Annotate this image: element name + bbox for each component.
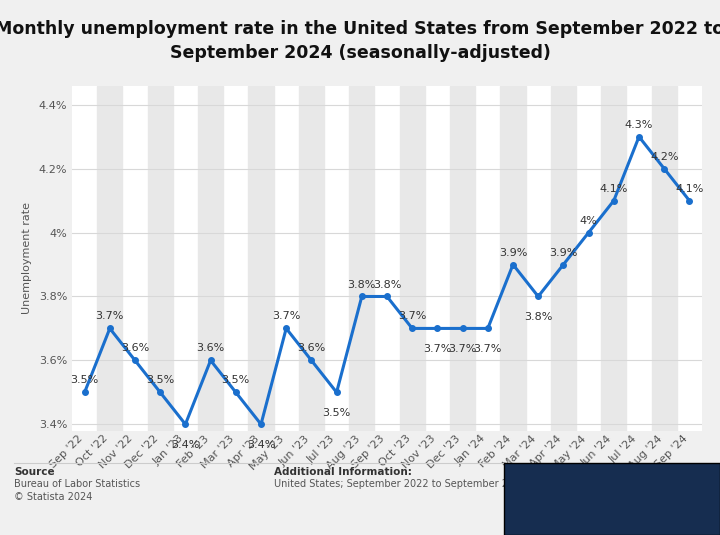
- Text: 3.4%: 3.4%: [247, 440, 275, 449]
- Text: 3.9%: 3.9%: [549, 248, 577, 257]
- Text: Monthly unemployment rate in the United States from September 2022 to
September : Monthly unemployment rate in the United …: [0, 20, 720, 62]
- Text: 3.8%: 3.8%: [348, 279, 376, 289]
- Text: Additional Information:: Additional Information:: [274, 467, 411, 477]
- Bar: [349, 86, 374, 431]
- Text: 3.7%: 3.7%: [474, 343, 502, 354]
- Bar: [500, 86, 526, 431]
- Text: 3.5%: 3.5%: [323, 408, 351, 418]
- Bar: [551, 86, 576, 431]
- Text: 3.5%: 3.5%: [71, 376, 99, 385]
- Text: 3.7%: 3.7%: [449, 343, 477, 354]
- Bar: [652, 86, 677, 431]
- Bar: [148, 86, 173, 431]
- Text: 4.3%: 4.3%: [625, 120, 653, 130]
- Text: 3.5%: 3.5%: [146, 376, 174, 385]
- Text: 3.7%: 3.7%: [272, 311, 300, 322]
- Text: 3.5%: 3.5%: [222, 376, 250, 385]
- Y-axis label: Unemployment rate: Unemployment rate: [22, 202, 32, 314]
- Bar: [248, 86, 274, 431]
- Text: 3.9%: 3.9%: [499, 248, 527, 257]
- Text: 3.8%: 3.8%: [373, 279, 401, 289]
- Text: 3.7%: 3.7%: [96, 311, 124, 322]
- Text: 3.7%: 3.7%: [398, 311, 426, 322]
- Text: 3.4%: 3.4%: [171, 440, 199, 449]
- Text: 4%: 4%: [580, 216, 598, 226]
- Text: Source: Source: [14, 467, 55, 477]
- Bar: [299, 86, 324, 431]
- Bar: [400, 86, 425, 431]
- Text: 3.6%: 3.6%: [297, 343, 325, 354]
- Bar: [198, 86, 223, 431]
- Text: 4.1%: 4.1%: [675, 184, 703, 194]
- Text: Bureau of Labor Statistics
© Statista 2024: Bureau of Labor Statistics © Statista 20…: [14, 479, 140, 502]
- Text: 3.7%: 3.7%: [423, 343, 451, 354]
- Bar: [450, 86, 475, 431]
- Text: 3.8%: 3.8%: [524, 312, 552, 322]
- Text: United States; September 2022 to September 2024; 16 years and older: United States; September 2022 to Septemb…: [274, 479, 624, 489]
- Text: statista: statista: [652, 491, 709, 504]
- Bar: [97, 86, 122, 431]
- Text: 3.6%: 3.6%: [197, 343, 225, 354]
- Text: 4.1%: 4.1%: [600, 184, 628, 194]
- Text: 4.2%: 4.2%: [650, 152, 678, 162]
- Text: 3.6%: 3.6%: [121, 343, 149, 354]
- Bar: [601, 86, 626, 431]
